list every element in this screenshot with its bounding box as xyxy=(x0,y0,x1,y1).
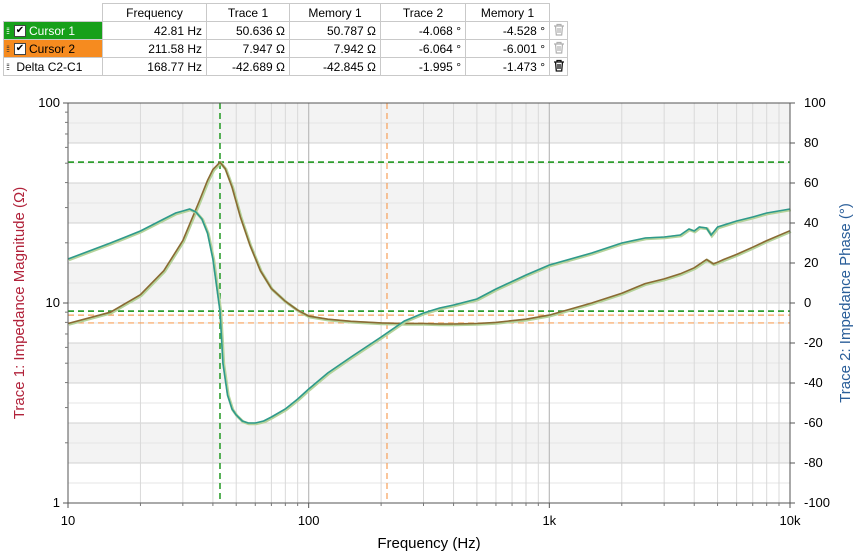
y-left-tick-label: 10 xyxy=(46,295,60,310)
y-right-tick-label: 40 xyxy=(804,215,818,230)
cursor1-trace1: 50.636 Ω xyxy=(206,21,290,40)
x-tick-label: 10 xyxy=(61,513,75,528)
trash-icon xyxy=(553,41,564,54)
impedance-chart[interactable]: 10 100 1k 10k110100-100-80-60-40-2002040608… xyxy=(0,90,865,556)
cursor2-label-cell[interactable]: ⁞⁞ ✔ Cursor 2 xyxy=(3,39,103,58)
header-memory1[interactable]: Memory 1 xyxy=(289,3,381,22)
x-tick-label: 10k xyxy=(780,513,801,528)
cursor-table: Frequency Trace 1 Memory 1 Trace 2 Memor… xyxy=(3,3,568,76)
cursor2-memory1-phase: -6.001 ° xyxy=(465,39,550,58)
delta-delete-button[interactable] xyxy=(549,57,568,76)
y-right-tick-label: -100 xyxy=(804,495,830,510)
trace2-phase-line xyxy=(67,208,791,424)
drag-handle-icon[interactable]: ⁞⁞ xyxy=(6,26,10,37)
cursor2-trace1: 7.947 Ω xyxy=(206,39,290,58)
header-frequency[interactable]: Frequency xyxy=(102,3,207,22)
y-left-tick-label: 1 xyxy=(53,495,60,510)
x-tick-label: 100 xyxy=(298,513,320,528)
cursor2-frequency: 211.58 Hz xyxy=(102,39,207,58)
x-axis-title: Frequency (Hz) xyxy=(377,535,480,552)
header-trace1[interactable]: Trace 1 xyxy=(206,3,290,22)
y-right-tick-label: 80 xyxy=(804,135,818,150)
delta-frequency: 168.77 Hz xyxy=(102,57,207,76)
header-trace2[interactable]: Trace 2 xyxy=(380,3,466,22)
cursor1-memory1: 50.787 Ω xyxy=(289,21,381,40)
y-left-tick-label: 100 xyxy=(38,95,60,110)
cursor-row-2[interactable]: ⁞⁞ ✔ Cursor 2 211.58 Hz 7.947 Ω 7.942 Ω -6… xyxy=(3,39,568,58)
cursor1-label-cell[interactable]: ⁞⁞ ✔ Cursor 1 xyxy=(3,21,103,40)
trash-icon xyxy=(553,59,564,72)
delta-memory1: -42.845 Ω xyxy=(289,57,381,76)
header-blank-trash xyxy=(549,3,568,22)
cursor2-checkbox[interactable]: ✔ xyxy=(14,43,26,56)
y-right-tick-label: -20 xyxy=(804,335,823,350)
cursor1-trace2: -4.068 ° xyxy=(380,21,466,40)
delta-memory1-phase: -1.473 ° xyxy=(465,57,550,76)
header-blank xyxy=(3,3,103,22)
y-right-tick-label: -60 xyxy=(804,415,823,430)
y-right-tick-label: 60 xyxy=(804,175,818,190)
cursor-table-header: Frequency Trace 1 Memory 1 Trace 2 Memor… xyxy=(3,3,568,22)
cursor-row-1[interactable]: ⁞⁞ ✔ Cursor 1 42.81 Hz 50.636 Ω 50.787 Ω -… xyxy=(3,21,568,40)
y-right-tick-label: -80 xyxy=(804,455,823,470)
cursor2-memory1: 7.942 Ω xyxy=(289,39,381,58)
drag-handle-icon[interactable]: ⁞⁞ xyxy=(6,62,10,73)
delta-label-cell[interactable]: ⁞⁞ Delta C2-C1 xyxy=(3,57,103,76)
x-tick-label: 1k xyxy=(542,513,556,528)
cursor2-trace2: -6.064 ° xyxy=(380,39,466,58)
delta-row[interactable]: ⁞⁞ Delta C2-C1 168.77 Hz -42.689 Ω -42.8… xyxy=(3,57,568,76)
drag-handle-icon[interactable]: ⁞⁞ xyxy=(6,44,10,55)
y-left-axis-title: Trace 1: Impedance Magnitude (Ω) xyxy=(11,187,28,419)
y-right-tick-label: 0 xyxy=(804,295,811,310)
cursor2-delete-button[interactable] xyxy=(549,39,568,58)
cursor1-memory1-phase: -4.528 ° xyxy=(465,21,550,40)
y-right-tick-label: 20 xyxy=(804,255,818,270)
cursor1-frequency: 42.81 Hz xyxy=(102,21,207,40)
cursor1-delete-button[interactable] xyxy=(549,21,568,40)
header-memory1-phase[interactable]: Memory 1 xyxy=(465,3,550,22)
y-right-tick-label: 100 xyxy=(804,95,826,110)
y-right-tick-label: -40 xyxy=(804,375,823,390)
delta-name: Delta C2-C1 xyxy=(16,59,83,74)
delta-trace1: -42.689 Ω xyxy=(206,57,290,76)
cursor2-name: Cursor 2 xyxy=(29,41,76,56)
trash-icon xyxy=(553,23,564,36)
cursor1-checkbox[interactable]: ✔ xyxy=(14,25,26,38)
delta-trace2: -1.995 ° xyxy=(380,57,466,76)
y-right-axis-title: Trace 2: Impedance Phase (°) xyxy=(837,203,854,403)
cursor1-name: Cursor 1 xyxy=(29,23,76,38)
